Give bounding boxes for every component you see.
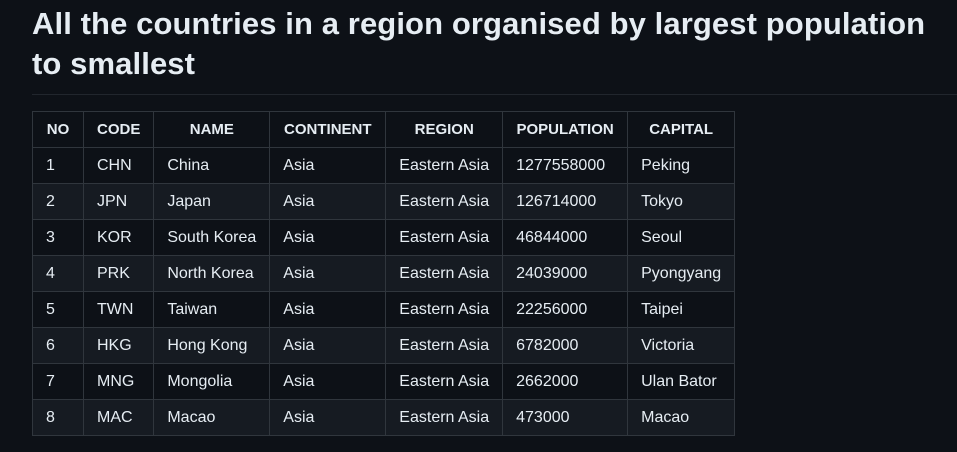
cell-capital: Seoul: [627, 219, 736, 256]
cell-name: Hong Kong: [153, 327, 271, 364]
cell-population: 473000: [502, 399, 629, 436]
cell-region: Eastern Asia: [385, 219, 504, 256]
cell-name: Japan: [153, 183, 271, 220]
cell-no: 2: [32, 183, 84, 220]
cell-no: 6: [32, 327, 84, 364]
table-row: 7 MNG Mongolia Asia Eastern Asia 2662000 Ulan …: [32, 363, 736, 400]
header-row: NO CODE NAME CONTINENT REGION POPULATION…: [32, 111, 736, 148]
cell-population: 22256000: [502, 291, 629, 328]
cell-no: 5: [32, 291, 84, 328]
cell-population: 1277558000: [502, 147, 629, 184]
cell-region: Eastern Asia: [385, 327, 504, 364]
cell-code: MNG: [82, 363, 155, 400]
cell-region: Eastern Asia: [385, 255, 504, 292]
cell-code: JPN: [82, 183, 155, 220]
cell-region: Eastern Asia: [385, 399, 504, 436]
table-row: 2 JPN Japan Asia Eastern Asia 126714000 Tokyo: [32, 183, 736, 220]
cell-name: Mongolia: [153, 363, 271, 400]
table-row: 3 KOR South Korea Asia Eastern Asia 46844000 S…: [32, 219, 736, 256]
cell-no: 7: [32, 363, 84, 400]
cell-name: China: [153, 147, 271, 184]
cell-continent: Asia: [269, 291, 387, 328]
cell-population: 24039000: [502, 255, 629, 292]
cell-capital: Macao: [627, 399, 736, 436]
cell-continent: Asia: [269, 363, 387, 400]
cell-name: Taiwan: [153, 291, 271, 328]
cell-code: TWN: [82, 291, 155, 328]
cell-continent: Asia: [269, 147, 387, 184]
cell-no: 8: [32, 399, 84, 436]
cell-capital: Pyongyang: [627, 255, 736, 292]
cell-capital: Victoria: [627, 327, 736, 364]
cell-population: 2662000: [502, 363, 629, 400]
cell-capital: Ulan Bator: [627, 363, 736, 400]
cell-capital: Peking: [627, 147, 736, 184]
header-population: POPULATION: [502, 111, 629, 148]
cell-population: 6782000: [502, 327, 629, 364]
table-body: 1 CHN China Asia Eastern Asia 1277558000 Pekin…: [32, 147, 736, 436]
cell-continent: Asia: [269, 183, 387, 220]
header-name: NAME: [153, 111, 271, 148]
cell-name: North Korea: [153, 255, 271, 292]
cell-region: Eastern Asia: [385, 291, 504, 328]
cell-code: HKG: [82, 327, 155, 364]
heading-divider: [32, 94, 957, 95]
cell-population: 46844000: [502, 219, 629, 256]
cell-capital: Tokyo: [627, 183, 736, 220]
header-region: REGION: [385, 111, 504, 148]
cell-no: 1: [32, 147, 84, 184]
cell-region: Eastern Asia: [385, 147, 504, 184]
cell-region: Eastern Asia: [385, 363, 504, 400]
cell-code: CHN: [82, 147, 155, 184]
table-header: NO CODE NAME CONTINENT REGION POPULATION…: [32, 111, 736, 148]
cell-continent: Asia: [269, 255, 387, 292]
cell-no: 3: [32, 219, 84, 256]
header-capital: CAPITAL: [627, 111, 736, 148]
table-row: 4 PRK North Korea Asia Eastern Asia 24039000 P…: [32, 255, 736, 292]
cell-region: Eastern Asia: [385, 183, 504, 220]
cell-name: South Korea: [153, 219, 271, 256]
table-row: 5 TWN Taiwan Asia Eastern Asia 22256000 Taipei: [32, 291, 736, 328]
cell-population: 126714000: [502, 183, 629, 220]
cell-continent: Asia: [269, 399, 387, 436]
cell-name: Macao: [153, 399, 271, 436]
page-title: All the countries in a region organised …: [32, 6, 926, 81]
cell-no: 4: [32, 255, 84, 292]
header-code: CODE: [82, 111, 155, 148]
cell-code: MAC: [82, 399, 155, 436]
cell-continent: Asia: [269, 219, 387, 256]
table-row: 8 MAC Macao Asia Eastern Asia 473000 Macao: [32, 399, 736, 436]
countries-table: NO CODE NAME CONTINENT REGION POPULATION…: [32, 111, 736, 436]
header-no: NO: [32, 111, 84, 148]
header-continent: CONTINENT: [269, 111, 387, 148]
table-row: 1 CHN China Asia Eastern Asia 1277558000 Pekin…: [32, 147, 736, 184]
table-row: 6 HKG Hong Kong Asia Eastern Asia 6782000 Vict…: [32, 327, 736, 364]
cell-code: PRK: [82, 255, 155, 292]
cell-continent: Asia: [269, 327, 387, 364]
cell-capital: Taipei: [627, 291, 736, 328]
cell-code: KOR: [82, 219, 155, 256]
